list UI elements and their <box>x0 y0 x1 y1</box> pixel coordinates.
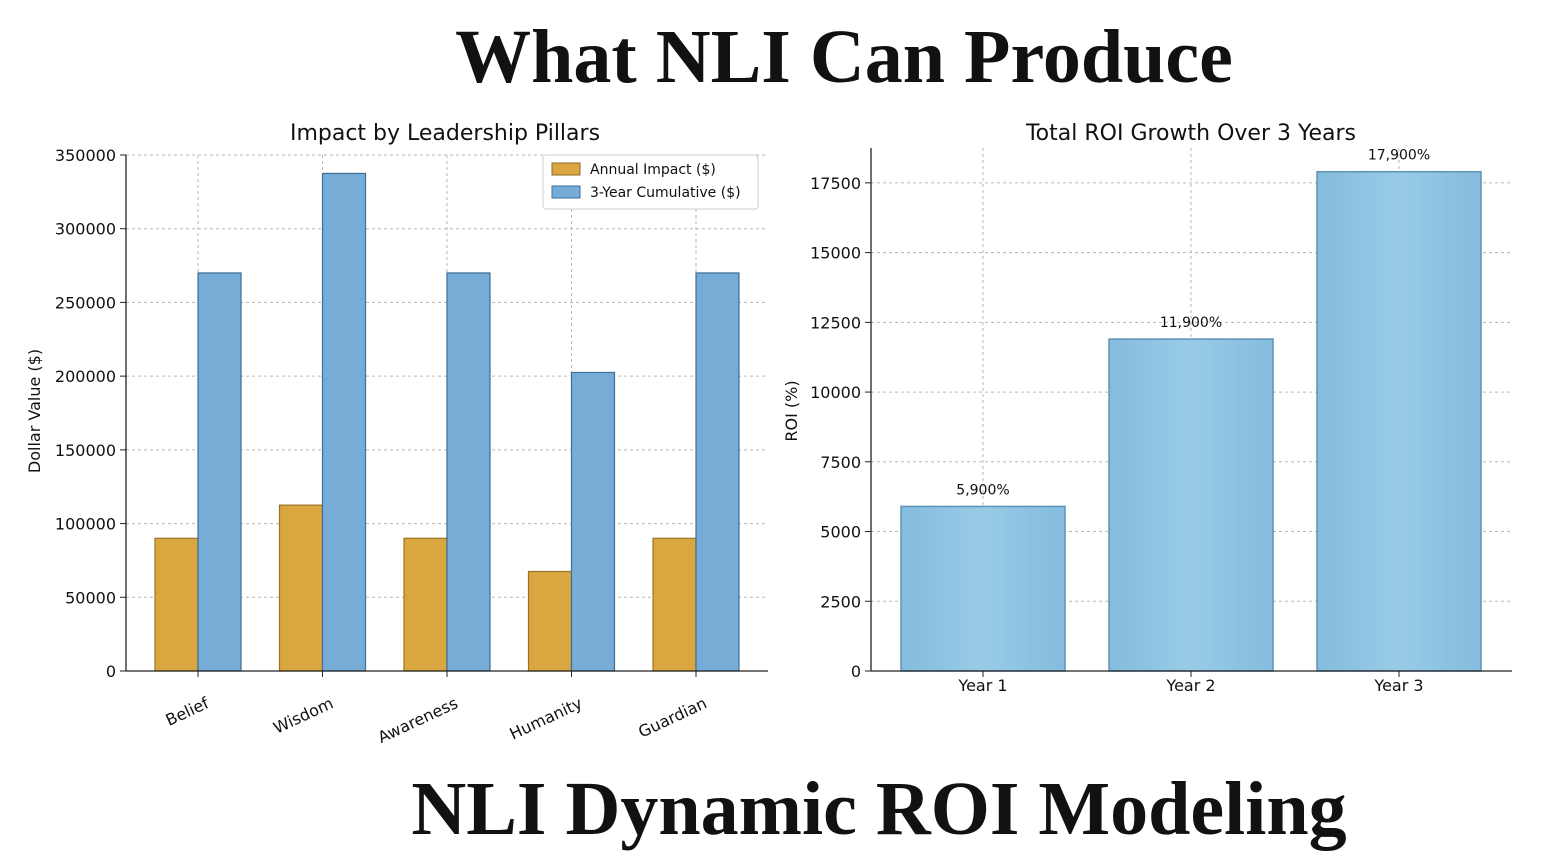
y-tick-label: 0 <box>851 662 861 681</box>
bar-cumulative-belief <box>197 272 242 672</box>
y-tick-label: 300000 <box>55 220 116 239</box>
bar-cumulative-wisdom <box>321 172 367 672</box>
pillars-chart-title: Impact by Leadership Pillars <box>290 121 600 146</box>
y-tick-label: 150000 <box>55 441 116 460</box>
x-tick-label: Wisdom <box>270 693 336 737</box>
legend-box <box>542 154 759 210</box>
roi-chart-y-label: ROI (%) <box>782 380 801 441</box>
pillars-chart-bars <box>154 172 740 672</box>
y-tick-label: 5000 <box>820 523 861 542</box>
x-tick-label: Humanity <box>507 693 586 743</box>
y-tick-label: 350000 <box>55 146 116 165</box>
bar-roi-year-3 <box>1316 170 1482 672</box>
roi-chart-bars <box>900 170 1482 672</box>
y-tick-label: 12500 <box>810 313 861 332</box>
roi-chart-y-ticks: 0 2500 5000 7500 10000 12500 15000 17500 <box>810 174 871 681</box>
roi-chart-x-ticks: Year 1 Year 2 Year 3 <box>957 671 1424 695</box>
legend-label-cumulative: 3-Year Cumulative ($) <box>590 185 741 201</box>
x-tick-label: Awareness <box>375 693 461 747</box>
legend-label-annual: Annual Impact ($) <box>590 162 716 178</box>
pillars-chart: Impact by Leadership Pillars 0 50000 10000… <box>25 121 768 747</box>
legend-swatch-annual <box>551 162 581 176</box>
bar-annual-awareness <box>403 537 448 672</box>
y-tick-label: 0 <box>106 662 116 681</box>
y-tick-label: 10000 <box>810 383 861 402</box>
bar-roi-year-1 <box>900 505 1066 672</box>
pillars-chart-y-ticks: 0 50000 100000 150000 200000 250000 300000 3500… <box>55 146 126 681</box>
bar-data-label: 11,900% <box>1160 315 1222 331</box>
bar-cumulative-guardian <box>695 272 740 672</box>
bar-annual-guardian <box>652 537 697 672</box>
y-tick-label: 15000 <box>810 244 861 263</box>
bar-data-label: 17,900% <box>1368 148 1430 164</box>
pillars-chart-legend: Annual Impact ($) 3-Year Cumulative ($) <box>542 154 759 210</box>
page-subtitle: NLI Dynamic ROI Modeling <box>411 767 1347 851</box>
x-tick-label: Year 2 <box>1165 676 1215 695</box>
roi-chart-title: Total ROI Growth Over 3 Years <box>1025 121 1356 146</box>
y-tick-label: 17500 <box>810 174 861 193</box>
pillars-chart-x-ticks: Belief Wisdom Awareness Humanity Guardian <box>163 671 710 747</box>
legend-swatch-cumulative <box>551 185 581 199</box>
y-tick-label: 200000 <box>55 367 116 386</box>
bar-annual-wisdom <box>278 504 324 672</box>
y-tick-label: 100000 <box>55 515 116 534</box>
bar-cumulative-awareness <box>446 272 491 672</box>
x-tick-label: Guardian <box>635 693 709 741</box>
x-tick-label: Belief <box>163 693 212 729</box>
y-tick-label: 2500 <box>820 592 861 611</box>
x-tick-label: Year 1 <box>957 676 1007 695</box>
y-tick-label: 7500 <box>820 453 861 472</box>
bar-annual-humanity <box>527 570 573 672</box>
bar-cumulative-humanity <box>570 371 616 672</box>
roi-chart: Total ROI Growth Over 3 Years 5,900% 11,9… <box>782 121 1512 695</box>
bar-annual-belief <box>154 537 199 672</box>
bar-data-label: 5,900% <box>956 482 1009 498</box>
pillars-chart-y-label: Dollar Value ($) <box>25 349 44 473</box>
bar-roi-year-2 <box>1108 338 1274 672</box>
y-tick-label: 250000 <box>55 293 116 312</box>
x-tick-label: Year 3 <box>1373 676 1423 695</box>
y-tick-label: 50000 <box>65 588 116 607</box>
roi-chart-data-labels: 5,900% 11,900% 17,900% <box>956 148 1430 499</box>
page-title: What NLI Can Produce <box>455 15 1233 99</box>
